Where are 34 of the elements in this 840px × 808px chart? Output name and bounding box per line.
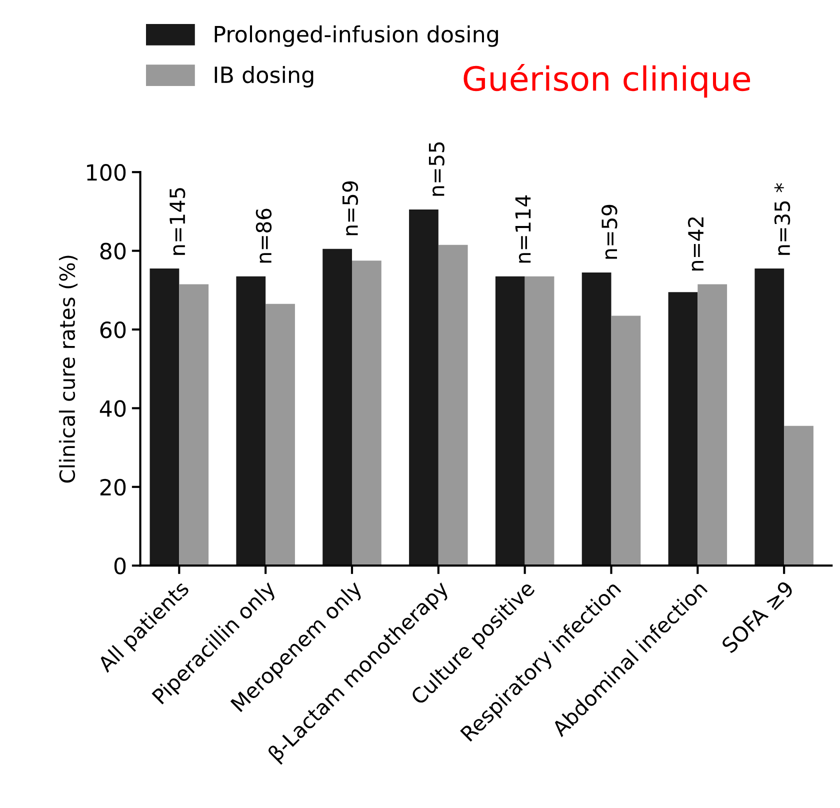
- bar: [582, 272, 612, 566]
- bar: [409, 209, 438, 566]
- bar: [668, 292, 698, 566]
- annotation: n=59: [342, 181, 358, 236]
- bar: [266, 304, 295, 566]
- bar: [495, 276, 525, 566]
- bar: [524, 276, 554, 566]
- annotation: n=35 *: [774, 183, 790, 255]
- bar: [784, 426, 814, 566]
- annotation: n=42: [688, 217, 704, 271]
- bar: [438, 244, 468, 566]
- bar: [236, 276, 266, 566]
- y-tick-label: 100: [87, 164, 126, 181]
- annotation: n=145: [170, 188, 186, 255]
- bar: [352, 260, 382, 566]
- annotation: n=59: [602, 204, 618, 259]
- bar: [611, 316, 641, 566]
- y-tick-label: 40: [100, 400, 126, 417]
- y-axis-title: Clinical cure rates (%): [58, 256, 78, 483]
- annotation: n=114: [515, 195, 531, 263]
- y-tick-label: 20: [100, 478, 126, 496]
- y-tick-label: 60: [100, 321, 126, 338]
- annotation: n=55: [428, 142, 444, 196]
- legend-label: Prolonged-infusion dosing: [214, 25, 498, 47]
- bar: [179, 284, 209, 566]
- annotation: n=86: [256, 208, 272, 263]
- legend-label: IB dosing: [214, 66, 314, 88]
- bar: [322, 248, 352, 566]
- bar: [754, 268, 784, 566]
- y-tick-label: 80: [100, 242, 126, 260]
- bar: [150, 268, 180, 566]
- y-tick-label: 0: [114, 558, 126, 574]
- chart-title: Guérison clinique: [464, 64, 750, 98]
- bar: [698, 284, 728, 566]
